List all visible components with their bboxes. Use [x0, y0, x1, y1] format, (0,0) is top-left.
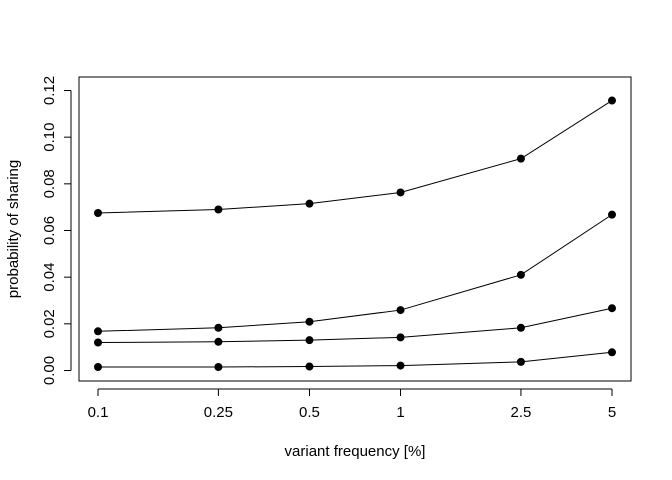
y-tick-label: 0.04 [41, 263, 58, 292]
y-axis: 0.00 0.02 0.04 0.06 0.08 0.10 0.12 [41, 76, 72, 385]
data-point [305, 362, 314, 371]
series-line [97, 100, 613, 214]
data-point [516, 270, 525, 279]
x-tick-label: 2.5 [510, 404, 531, 421]
y-axis-title: probability of sharing [5, 160, 22, 298]
data-point [214, 337, 223, 346]
y-tick-label: 0.02 [41, 309, 58, 338]
data-point [305, 199, 314, 208]
series-2 [94, 210, 616, 336]
x-tick-label: 0.1 [88, 404, 109, 421]
data-point [305, 317, 314, 326]
data-point [516, 154, 525, 163]
data-point [396, 333, 405, 342]
data-point [396, 306, 405, 315]
series-layer [94, 96, 616, 371]
y-tick-label: 0.12 [41, 76, 58, 105]
x-tick-label: 0.5 [299, 404, 320, 421]
x-tick-label: 0.25 [204, 404, 233, 421]
x-tick-label: 5 [608, 404, 616, 421]
data-point [94, 209, 102, 217]
series-line [97, 214, 613, 332]
data-point [94, 363, 102, 371]
data-point [214, 363, 223, 371]
data-point [94, 338, 102, 347]
series-4 [94, 348, 616, 371]
data-point [396, 188, 405, 197]
y-tick-label: 0.08 [41, 169, 58, 198]
x-tick-label: 1 [396, 404, 404, 421]
x-axis-title: variant frequency [%] [285, 443, 426, 460]
data-point [305, 336, 314, 345]
series-1 [94, 96, 616, 217]
data-point [94, 327, 102, 336]
data-point [608, 304, 616, 313]
series-3 [94, 304, 616, 347]
x-axis: 0.1 0.25 0.5 1 2.5 5 [88, 388, 616, 421]
data-point [608, 96, 616, 105]
series-line [98, 351, 613, 368]
series-line [97, 307, 613, 343]
data-point [608, 210, 616, 219]
data-point [516, 357, 525, 366]
y-tick-label: 0.10 [41, 123, 58, 152]
data-point [214, 323, 223, 332]
y-tick-label: 0.06 [41, 216, 58, 245]
plot-frame [78, 76, 632, 382]
data-point [214, 205, 223, 214]
y-tick-label: 0.00 [41, 356, 58, 385]
data-point [516, 323, 525, 332]
data-point [608, 348, 616, 357]
data-point [396, 361, 405, 370]
